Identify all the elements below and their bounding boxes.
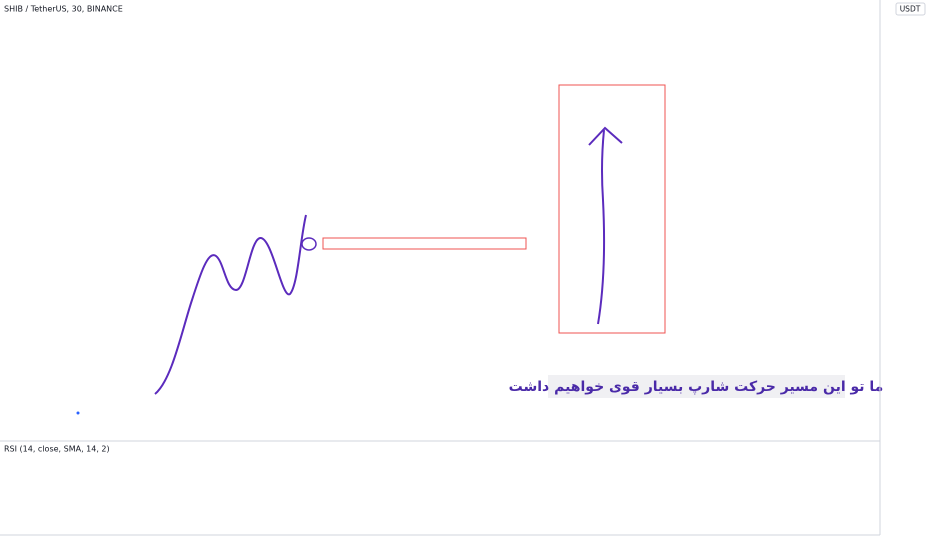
drawn-arrowhead	[588, 126, 623, 146]
rsi-title: RSI (14, close, SMA, 14, 2)	[4, 445, 110, 454]
zone-box	[322, 237, 527, 250]
annotation-box	[548, 375, 845, 398]
currency: USDT	[900, 5, 921, 14]
dot	[76, 411, 80, 415]
annotation: ما تو این مسیر حرکت شارپ بسیار قوی خواهی…	[509, 379, 884, 395]
chart-title: SHIB / TetherUS, 30, BINANCE	[4, 5, 123, 14]
drawn-arrow	[597, 129, 606, 325]
target-box	[558, 84, 666, 334]
currency-box	[895, 2, 926, 16]
drawn-curve	[154, 214, 307, 395]
drawn-circle	[301, 237, 317, 251]
